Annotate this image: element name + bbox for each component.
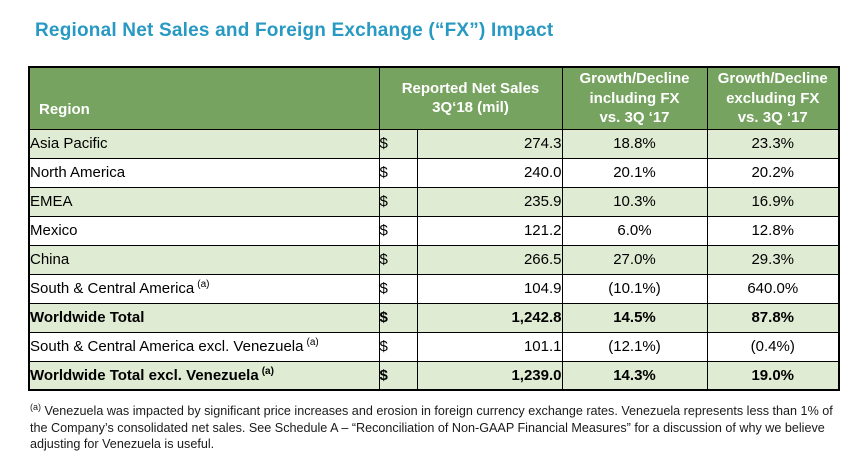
growth-including-fx: 6.0%: [561, 215, 708, 246]
currency-symbol: $: [378, 360, 418, 391]
growth-excluding-fx: (0.4%): [706, 331, 840, 362]
table-row: EMEA $ 235.9 10.3% 16.9%: [28, 186, 840, 217]
net-sales-value: 101.1: [416, 331, 563, 362]
growth-excluding-fx: 12.8%: [706, 215, 840, 246]
growth-excluding-fx: 23.3%: [706, 128, 840, 159]
table-row-worldwide-total: Worldwide Total $ 1,242.8 14.5% 87.8%: [28, 302, 840, 333]
region-name: Asia Pacific: [28, 128, 380, 159]
region-name: Worldwide Total excl. Venezuela (a): [28, 360, 380, 391]
growth-including-fx: 14.5%: [561, 302, 708, 333]
table-row-worldwide-total-excl-venezuela: Worldwide Total excl. Venezuela (a) $ 1,2…: [28, 360, 840, 391]
currency-symbol: $: [378, 273, 418, 304]
growth-excluding-fx: 87.8%: [706, 302, 840, 333]
region-name: Worldwide Total: [28, 302, 380, 333]
currency-symbol: $: [378, 186, 418, 217]
net-sales-value: 266.5: [416, 244, 563, 275]
growth-excluding-fx: 29.3%: [706, 244, 840, 275]
net-sales-value: 240.0: [416, 157, 563, 188]
growth-excluding-fx: 20.2%: [706, 157, 840, 188]
growth-including-fx: 14.3%: [561, 360, 708, 391]
region-name: North America: [28, 157, 380, 188]
footnote: (a) Venezuela was impacted by significan…: [30, 402, 848, 453]
net-sales-value: 274.3: [416, 128, 563, 159]
currency-symbol: $: [378, 215, 418, 246]
growth-excluding-fx: 16.9%: [706, 186, 840, 217]
region-name: South & Central America excl. Venezuela(…: [28, 331, 380, 362]
growth-including-fx: 27.0%: [561, 244, 708, 275]
net-sales-value: 1,239.0: [416, 360, 563, 391]
region-name: South & Central America (a): [28, 273, 380, 304]
table-row: China $ 266.5 27.0% 29.3%: [28, 244, 840, 275]
net-sales-value: 104.9: [416, 273, 563, 304]
growth-excluding-fx: 640.0%: [706, 273, 840, 304]
currency-symbol: $: [378, 331, 418, 362]
footnote-marker: (a): [197, 279, 210, 290]
table-row: South & Central America (a) $ 104.9 (10.1…: [28, 273, 840, 304]
footnote-text: Venezuela was impacted by significant pr…: [30, 404, 833, 452]
currency-symbol: $: [378, 244, 418, 275]
net-sales-value: 1,242.8: [416, 302, 563, 333]
region-name: China: [28, 244, 380, 275]
growth-including-fx: 18.8%: [561, 128, 708, 159]
growth-excluding-fx: 19.0%: [706, 360, 840, 391]
header-row: Region Reported Net Sales 3Q‘18 (mil) Gr…: [28, 66, 840, 130]
table-body: Asia Pacific $ 274.3 18.8% 23.3% North A…: [28, 128, 840, 391]
table-row: North America $ 240.0 20.1% 20.2%: [28, 157, 840, 188]
currency-symbol: $: [378, 302, 418, 333]
header-region: Region: [28, 66, 380, 130]
growth-including-fx: 10.3%: [561, 186, 708, 217]
table-row: Mexico $ 121.2 6.0% 12.8%: [28, 215, 840, 246]
page-title: Regional Net Sales and Foreign Exchange …: [35, 20, 554, 41]
header-growth-excluding-fx: Growth/Decline excluding FX vs. 3Q ‘17: [706, 66, 840, 130]
footnote-marker: (a): [30, 402, 41, 412]
regional-net-sales-table: Region Reported Net Sales 3Q‘18 (mil) Gr…: [28, 66, 840, 391]
header-growth-including-fx: Growth/Decline including FX vs. 3Q ‘17: [561, 66, 708, 130]
table-row: Asia Pacific $ 274.3 18.8% 23.3%: [28, 128, 840, 159]
region-name: Mexico: [28, 215, 380, 246]
net-sales-value: 235.9: [416, 186, 563, 217]
net-sales-value: 121.2: [416, 215, 563, 246]
footnote-marker: (a): [261, 365, 274, 377]
header-net-sales: Reported Net Sales 3Q‘18 (mil): [378, 66, 563, 130]
growth-including-fx: (10.1%): [561, 273, 708, 304]
growth-including-fx: (12.1%): [561, 331, 708, 362]
growth-including-fx: 20.1%: [561, 157, 708, 188]
currency-symbol: $: [378, 157, 418, 188]
table-header: Region Reported Net Sales 3Q‘18 (mil) Gr…: [28, 66, 840, 130]
table-row: South & Central America excl. Venezuela(…: [28, 331, 840, 362]
region-name: EMEA: [28, 186, 380, 217]
currency-symbol: $: [378, 128, 418, 159]
footnote-marker: (a): [306, 337, 319, 348]
